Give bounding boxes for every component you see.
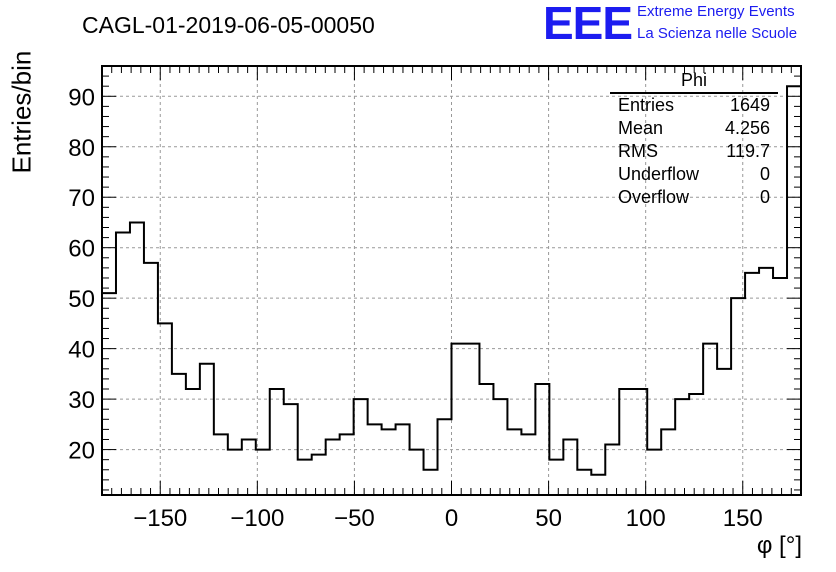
stats-box: Phi Entries 1649 Mean 4.256 RMS 119.7 Under…	[610, 70, 778, 210]
x-tick-label: −150	[133, 505, 187, 532]
stats-value: 4.256	[724, 118, 770, 138]
x-tick-label: 50	[535, 505, 562, 532]
stats-value: 0	[759, 164, 770, 184]
stats-value: 119.7	[726, 141, 770, 161]
stats-value: 0	[759, 187, 770, 207]
x-tick-label: 150	[723, 505, 763, 532]
y-tick-label: 20	[68, 438, 95, 465]
stats-label: Mean	[618, 118, 664, 138]
y-tick-label: 70	[68, 185, 95, 212]
y-tick-label: 80	[68, 135, 95, 162]
stats-value: 1649	[729, 95, 770, 115]
y-axis-label: Entries/bin	[6, 50, 37, 174]
x-tick-label: −50	[334, 505, 375, 532]
stats-label: RMS	[618, 141, 658, 161]
histogram-series	[102, 85, 801, 476]
y-tick-label: 90	[68, 84, 95, 111]
y-tick-label: 30	[68, 387, 95, 414]
stats-row: RMS 119.7	[610, 141, 778, 164]
stats-row: Underflow 0	[610, 164, 778, 187]
stats-title: Phi	[610, 70, 778, 94]
y-tick-label: 60	[68, 236, 95, 263]
x-tick-label: 100	[626, 505, 666, 532]
x-tick-label: −100	[230, 505, 284, 532]
stats-label: Overflow	[618, 187, 690, 207]
org-name: Extreme Energy Events	[637, 3, 795, 20]
x-tick-label: 0	[445, 505, 458, 532]
eee-logo: EEE	[543, 0, 633, 49]
org-subtitle: La Scienza nelle Scuole	[637, 25, 798, 42]
y-tick-label: 40	[68, 337, 95, 364]
chart-title: CAGL-01-2019-06-05-00050	[82, 12, 375, 38]
stats-label: Entries	[618, 95, 675, 115]
y-tick-label: 50	[68, 286, 95, 313]
stats-row: Overflow 0	[610, 187, 778, 210]
stats-label: Underflow	[618, 164, 700, 184]
x-axis-label: φ [°]	[756, 532, 802, 559]
stats-row: Entries 1649	[610, 95, 778, 118]
stats-row: Mean 4.256	[610, 118, 778, 141]
